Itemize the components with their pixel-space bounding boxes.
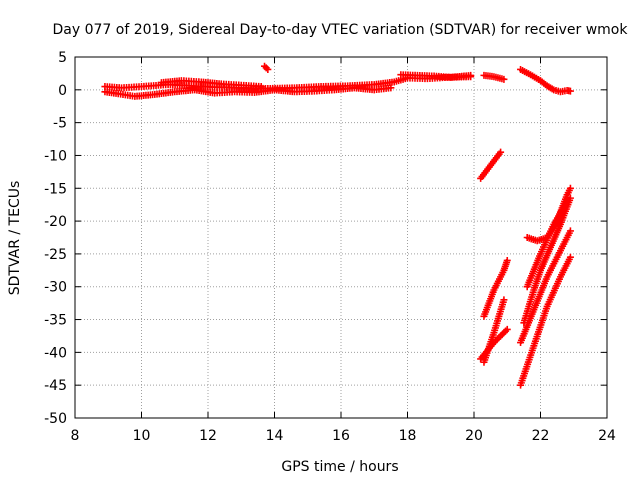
data-point (497, 148, 505, 156)
y-tick-label: -15 (44, 181, 67, 197)
x-tick-label: 20 (465, 428, 483, 444)
data-point (387, 84, 395, 92)
data-track (517, 227, 574, 347)
data-point (264, 65, 272, 73)
y-tick-label: -40 (44, 345, 67, 361)
plot-frame (74, 56, 608, 419)
data-point (257, 83, 265, 91)
x-tick-label: 24 (598, 428, 616, 444)
data-track (480, 71, 508, 83)
x-tick-label: 12 (199, 428, 217, 444)
y-tick-label: -25 (44, 247, 67, 263)
data-point (503, 256, 511, 264)
x-tick-label: 10 (133, 428, 151, 444)
y-tick-label: -45 (44, 378, 67, 394)
data-point (566, 194, 574, 202)
x-tick-label: 22 (532, 428, 550, 444)
data-track (480, 256, 511, 320)
y-axis-label: SDTVAR / TECUs (7, 181, 23, 296)
y-tick-label: -10 (44, 148, 67, 164)
data-track (101, 84, 395, 100)
y-tick-label: 5 (58, 50, 67, 66)
data-track (157, 77, 265, 91)
data-points (101, 62, 574, 389)
data-point (566, 227, 574, 235)
data-point (500, 75, 508, 83)
data-point (566, 253, 574, 261)
axis-ticks: 8 10 12 14 16 18 20 22 24 5 0 -5 -10 -15 -20 -25 -30 -35 -… (44, 50, 616, 444)
y-tick-label: -5 (53, 116, 67, 132)
data-track (397, 71, 475, 81)
data-point (503, 325, 511, 333)
data-track (523, 184, 574, 245)
data-track (261, 62, 272, 73)
y-tick-label: -30 (44, 280, 67, 296)
data-track (517, 65, 574, 96)
data-track (517, 253, 574, 389)
x-tick-label: 16 (332, 428, 350, 444)
data-track (520, 194, 574, 327)
y-tick-label: -35 (44, 313, 67, 329)
x-axis-label: GPS time / hours (281, 459, 398, 475)
x-tick-label: 18 (399, 428, 417, 444)
data-point (566, 184, 574, 192)
data-track (477, 148, 505, 182)
grid-lines (75, 57, 607, 418)
chart-title: Day 077 of 2019, Sidereal Day-to-day VTE… (53, 22, 629, 38)
y-tick-label: 0 (58, 83, 67, 99)
y-tick-label: -20 (44, 214, 67, 230)
data-point (566, 87, 574, 95)
x-tick-label: 8 (71, 428, 80, 444)
data-track (477, 325, 511, 363)
y-tick-label: -50 (44, 411, 67, 427)
data-point (467, 71, 475, 79)
x-tick-label: 14 (266, 428, 284, 444)
data-point (500, 296, 508, 304)
